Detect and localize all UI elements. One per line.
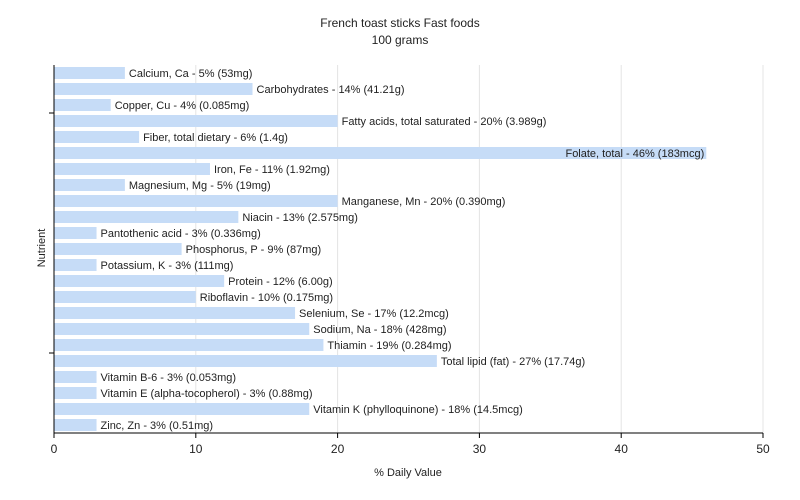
x-axis-label: % Daily Value (374, 467, 442, 479)
bar (54, 227, 97, 239)
bar (54, 147, 707, 159)
bar (54, 291, 196, 303)
bar (54, 307, 296, 319)
bar (54, 211, 239, 223)
x-tick-label: 40 (615, 442, 629, 456)
bar-label: Vitamin E (alpha-tocopherol) - 3% (0.88m… (101, 388, 313, 400)
x-tick-label: 0 (51, 442, 58, 456)
x-tick-label: 50 (756, 442, 770, 456)
bar (54, 163, 210, 175)
bar-label: Calcium, Ca - 5% (53mg) (129, 68, 252, 80)
bar-label: Magnesium, Mg - 5% (19mg) (129, 180, 271, 192)
bar (54, 323, 310, 335)
bar-label: Vitamin K (phylloquinone) - 18% (14.5mcg… (313, 404, 523, 416)
bar (54, 243, 182, 255)
bar-label: Zinc, Zn - 3% (0.51mg) (101, 420, 213, 432)
chart-title: French toast sticks Fast foods (320, 16, 479, 30)
bar-label: Fatty acids, total saturated - 20% (3.98… (342, 116, 547, 128)
bar (54, 371, 97, 383)
bar-label: Vitamin B-6 - 3% (0.053mg) (101, 372, 237, 384)
bar (54, 403, 310, 415)
bar (54, 275, 225, 287)
bar (54, 387, 97, 399)
bar (54, 179, 125, 191)
bar-label: Sodium, Na - 18% (428mg) (313, 324, 446, 336)
bar-label: Niacin - 13% (2.575mg) (242, 212, 358, 224)
bar-label: Riboflavin - 10% (0.175mg) (200, 292, 333, 304)
bar-label: Potassium, K - 3% (111mg) (101, 260, 234, 272)
bar-label: Total lipid (fat) - 27% (17.74g) (441, 356, 585, 368)
chart-subtitle: 100 grams (372, 33, 429, 47)
bar (54, 99, 111, 111)
bar (54, 195, 338, 207)
bar (54, 419, 97, 431)
bars: Calcium, Ca - 5% (53mg) Carbohydrates - 1… (54, 67, 707, 432)
bar-label: Pantothenic acid - 3% (0.336mg) (101, 228, 261, 240)
y-axis-label: Nutrient (36, 229, 48, 268)
bar-label: Manganese, Mn - 20% (0.390mg) (342, 196, 506, 208)
bar-label: Iron, Fe - 11% (1.92mg) (214, 164, 330, 176)
bar-label: Folate, total - 46% (183mcg) (565, 148, 704, 160)
bar (54, 355, 437, 367)
bar-label: Thiamin - 19% (0.284mg) (327, 340, 451, 352)
bar-label: Fiber, total dietary - 6% (1.4g) (143, 132, 288, 144)
bar (54, 339, 324, 351)
bar (54, 259, 97, 271)
axes: 0 10 20 30 40 50 (49, 65, 770, 456)
bar (54, 115, 338, 127)
bar-label: Copper, Cu - 4% (0.085mg) (115, 100, 250, 112)
x-tick-label: 10 (189, 442, 203, 456)
bar (54, 67, 125, 79)
bar-label: Phosphorus, P - 9% (87mg) (186, 244, 322, 256)
bar (54, 131, 140, 143)
bar-label: Carbohydrates - 14% (41.21g) (257, 84, 405, 96)
bar-label: Selenium, Se - 17% (12.2mcg) (299, 308, 449, 320)
x-tick-label: 20 (331, 442, 345, 456)
bar-label: Protein - 12% (6.00g) (228, 276, 333, 288)
bar (54, 83, 253, 95)
x-tick-label: 30 (473, 442, 487, 456)
